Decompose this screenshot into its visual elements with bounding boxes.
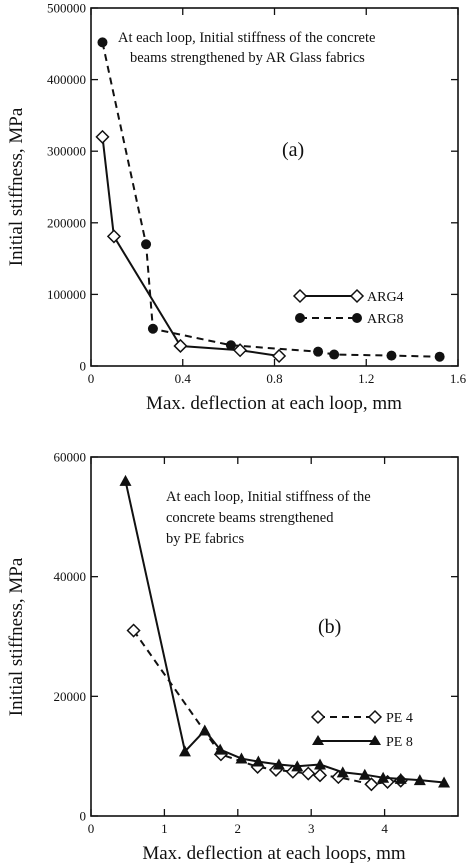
panel-b-x-axis-label: Max. deflection at each loops, mm — [142, 843, 406, 864]
data-point-arg8 — [434, 351, 445, 362]
data-point-pe-8 — [336, 766, 349, 778]
x-tick-label: 1.6 — [450, 371, 467, 386]
x-tick-label: 0 — [88, 371, 95, 386]
y-tick-label: 200000 — [47, 215, 86, 230]
legend-marker-pe4 — [310, 709, 326, 725]
panel-a-y-axis-label: Initial stiffness, MPa — [6, 107, 27, 266]
panel-b-series — [119, 474, 451, 792]
data-point-pe-8 — [119, 474, 132, 486]
data-point-pe-8 — [198, 724, 211, 736]
data-point-pe-4 — [312, 768, 328, 783]
legend-label-pe8: PE 8 — [386, 735, 413, 750]
panel-a-y-ticks: 0 100000 200000 300000 400000 500000 — [47, 1, 458, 374]
y-tick-label: 0 — [80, 809, 87, 824]
x-tick-label: 1.2 — [358, 371, 374, 386]
y-tick-label: 0 — [80, 359, 87, 374]
panel-b-y-ticks: 0 20000 40000 60000 — [54, 450, 458, 824]
y-tick-label: 40000 — [54, 569, 87, 584]
y-tick-label: 400000 — [47, 72, 86, 87]
data-point-arg8 — [225, 340, 236, 351]
data-point-pe-4 — [301, 766, 316, 781]
panel-a-legend: ARG4 ARG8 — [292, 288, 404, 327]
panel-a-annotation-line-1: At each loop, Initial stiffness of the c… — [118, 30, 375, 46]
panel-b-chart: 0 1 2 3 4 0 20000 40000 60000 At each loop, Ini… — [6, 450, 459, 864]
y-tick-label: 500000 — [47, 1, 86, 16]
data-point-pe-8 — [314, 758, 327, 770]
data-point-arg4 — [95, 129, 110, 144]
legend-marker-arg8 — [295, 313, 305, 323]
data-point-pe-8 — [413, 774, 426, 786]
data-point-arg8 — [147, 323, 158, 334]
panel-a-annotation-line-2: beams strengthened by AR Glass fabrics — [130, 50, 365, 66]
data-point-arg8 — [97, 37, 108, 48]
data-point-arg4 — [106, 229, 121, 244]
x-tick-label: 0.4 — [175, 371, 192, 386]
y-tick-label: 60000 — [54, 450, 87, 465]
series-line-arg8 — [101, 42, 440, 358]
data-point-arg4 — [272, 348, 287, 364]
panel-b-legend: PE 4 PE 8 — [310, 709, 413, 750]
panel-a-chart: 0 0.4 0.8 1.2 1.6 0 100000 200000 300000 400000 5… — [6, 1, 467, 415]
x-tick-label: 2 — [235, 821, 242, 836]
panel-b-annotation-line-2: concrete beams strengthened — [166, 510, 334, 526]
legend-marker-arg4 — [292, 288, 308, 304]
x-tick-label: 3 — [308, 821, 315, 836]
x-tick-label: 4 — [381, 821, 388, 836]
legend-marker-pe8 — [312, 735, 324, 745]
data-point-pe-8 — [178, 745, 191, 757]
data-point-arg8 — [141, 239, 152, 250]
legend-label-arg8: ARG8 — [367, 312, 404, 327]
y-tick-label: 100000 — [47, 287, 86, 302]
data-point-arg8 — [386, 350, 397, 361]
data-point-pe-8 — [235, 752, 248, 764]
panel-b-y-axis-label: Initial stiffness, MPa — [6, 557, 27, 716]
panel-a-x-axis-label: Max. deflection at each loop, mm — [146, 393, 402, 414]
panel-a-series — [95, 37, 445, 364]
panel-a-label: (a) — [282, 139, 304, 161]
data-point-pe-4 — [364, 777, 379, 792]
panel-b-x-ticks: 0 1 2 3 4 — [88, 457, 388, 836]
data-point-pe-8 — [377, 771, 390, 783]
legend-label-pe4: PE 4 — [386, 711, 413, 726]
data-point-pe-8 — [272, 758, 285, 770]
x-tick-label: 0 — [88, 821, 95, 836]
panel-a-x-ticks: 0 0.4 0.8 1.2 1.6 — [88, 8, 467, 386]
y-tick-label: 20000 — [54, 689, 87, 704]
legend-item-arg8: ARG8 — [295, 312, 404, 327]
data-point-pe-8 — [214, 743, 227, 755]
legend-item-pe8: PE 8 — [312, 735, 413, 750]
legend-item-arg4: ARG4 — [292, 288, 404, 305]
series-line-arg4 — [101, 136, 280, 357]
data-point-pe-8 — [394, 772, 407, 784]
panel-b-label: (b) — [318, 616, 341, 638]
y-tick-label: 300000 — [47, 144, 86, 159]
data-point-pe-4 — [126, 623, 141, 638]
data-point-pe-8 — [438, 776, 451, 788]
data-point-arg4 — [233, 343, 248, 358]
data-point-arg8 — [313, 346, 324, 357]
x-tick-label: 0.8 — [266, 371, 282, 386]
panel-b-plot-frame — [90, 456, 459, 817]
series-line-pe-4 — [132, 629, 401, 786]
x-tick-label: 1 — [161, 821, 168, 836]
data-point-pe-8 — [252, 755, 265, 767]
panel-b-annotation-line-3: by PE fabrics — [166, 531, 244, 547]
legend-label-arg4: ARG4 — [367, 290, 404, 305]
legend-item-pe4: PE 4 — [310, 709, 413, 726]
data-point-arg4 — [173, 338, 188, 354]
panel-b-annotation-line-1: At each loop, Initial stiffness of the — [166, 489, 371, 505]
data-point-pe-8 — [291, 760, 304, 772]
data-point-pe-8 — [358, 768, 371, 780]
data-point-arg8 — [329, 349, 340, 360]
